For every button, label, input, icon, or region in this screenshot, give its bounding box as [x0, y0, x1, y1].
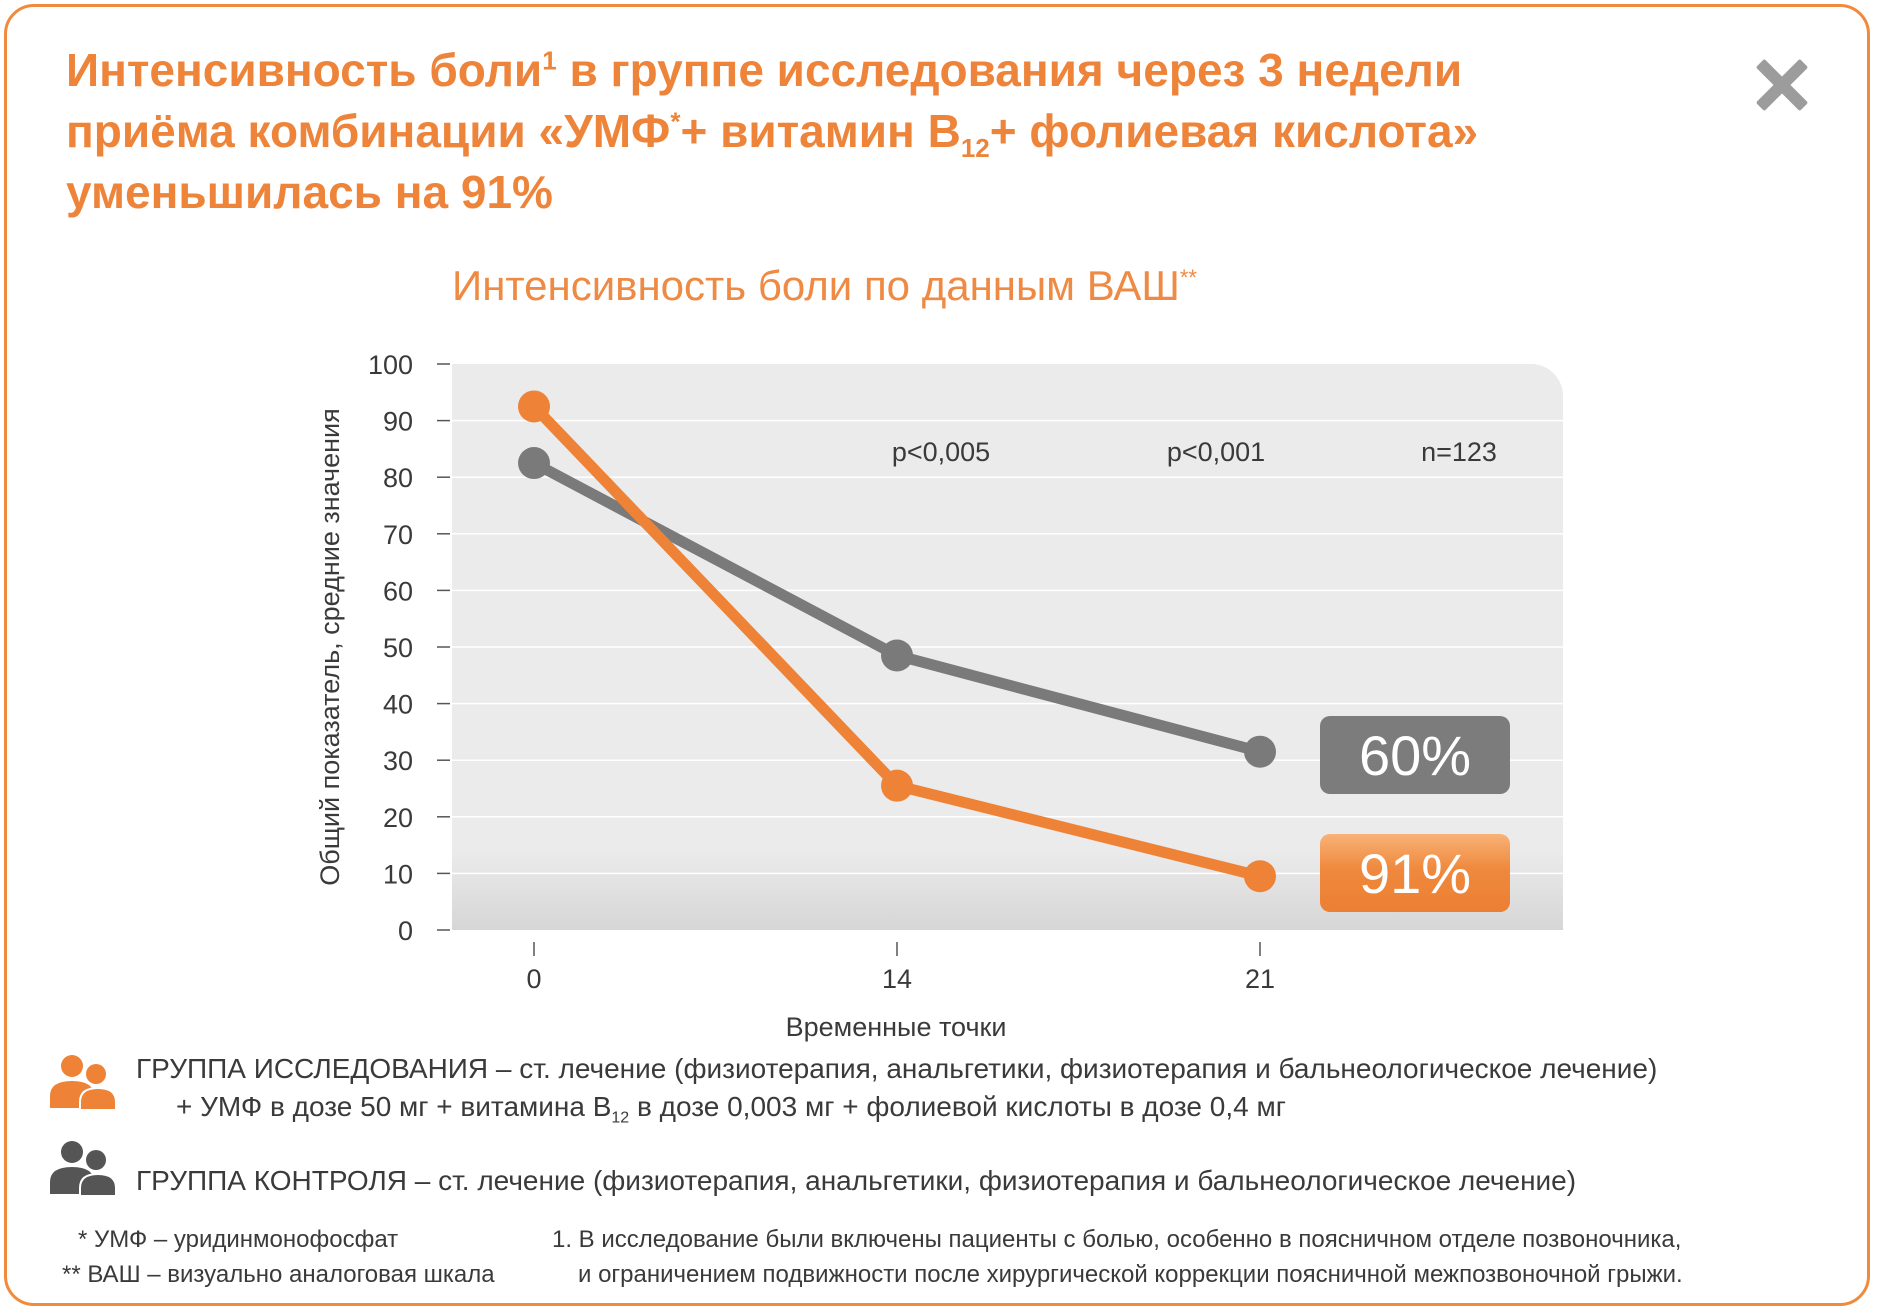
chart-title: Интенсивность боли по данным ВАШ** — [452, 262, 1197, 309]
legend-control-line: ГРУППА КОНТРОЛЯ – ст. лечение (физиотера… — [136, 1165, 1577, 1196]
percent-badge-control: 60% — [1320, 716, 1510, 794]
y-tick-label: 60 — [383, 576, 413, 606]
data-point-control — [1244, 735, 1276, 768]
y-tick-label: 0 — [398, 916, 413, 946]
y-tick-label: 70 — [383, 520, 413, 550]
legend-study-line-2: + УМФ в дозе 50 мг + витамина B12 в дозе… — [176, 1091, 1286, 1127]
data-point-control — [881, 639, 913, 672]
y-axis: 0 10 20 30 40 50 60 70 80 90 100 — [368, 350, 450, 946]
stat-annotation: p<0,001 — [1167, 437, 1265, 467]
y-tick-label: 100 — [368, 350, 413, 380]
series-study — [518, 390, 1276, 893]
y-tick-label: 20 — [383, 803, 413, 833]
y-tick-label: 90 — [383, 407, 413, 437]
y-axis-title: Общий показатель, средние значения — [315, 408, 345, 886]
footnotes-right: 1. В исследование были включены пациенты… — [552, 1222, 1683, 1292]
title-line-1: Интенсивность боли1 в группе исследовани… — [66, 44, 1463, 96]
y-tick-label: 30 — [383, 746, 413, 776]
page-title: Интенсивность боли1 в группе исследовани… — [66, 40, 1686, 223]
legend-study-line-1: ГРУППА ИССЛЕДОВАНИЯ – ст. лечение (физио… — [136, 1053, 1658, 1084]
footnote-umf: * УМФ – уридинмонофосфат — [78, 1226, 399, 1253]
x-tick-label: 21 — [1245, 964, 1275, 994]
data-point-study — [881, 769, 913, 802]
series-layer — [518, 390, 1276, 893]
x-axis-title: Временные точки — [786, 1012, 1007, 1042]
x-tick-label: 14 — [882, 964, 912, 994]
stat-annotation: n=123 — [1421, 437, 1497, 467]
y-tick-label: 10 — [383, 859, 413, 889]
stat-annotation: p<0,005 — [892, 437, 990, 467]
percent-badge-study: 91% — [1320, 834, 1510, 912]
card-frame — [4, 4, 1870, 1306]
footnote-1-line-1: 1. В исследование были включены пациенты… — [552, 1226, 1682, 1253]
percent-badge-label: 60% — [1359, 724, 1471, 787]
footnotes-left: * УМФ – уридинмонофосфат ** ВАШ – визуал… — [62, 1222, 495, 1292]
title-line-3: уменьшилась на 91% — [66, 166, 553, 218]
people-icon — [50, 1055, 117, 1110]
footnote-1-line-2: и ограничением подвижности после хирурги… — [578, 1261, 1683, 1288]
data-point-study — [1244, 860, 1276, 893]
people-icon — [50, 1141, 117, 1196]
x-axis: 0 14 21 — [526, 942, 1275, 994]
footnote-vas: ** ВАШ – визуально аналоговая шкала — [62, 1261, 495, 1288]
data-point-control — [518, 447, 550, 480]
data-point-study — [518, 390, 550, 423]
annotations: p<0,005 p<0,001 n=123 — [892, 437, 1497, 467]
x-tick-label: 0 — [526, 964, 541, 994]
percent-badges: 60% 91% — [1320, 716, 1510, 912]
percent-badge-label: 91% — [1359, 842, 1471, 905]
y-tick-label: 80 — [383, 463, 413, 493]
y-tick-label: 50 — [383, 633, 413, 663]
title-line-2: приёма комбинации «УМФ*+ витамин B12+ фо… — [66, 105, 1479, 164]
y-tick-label: 40 — [383, 690, 413, 720]
